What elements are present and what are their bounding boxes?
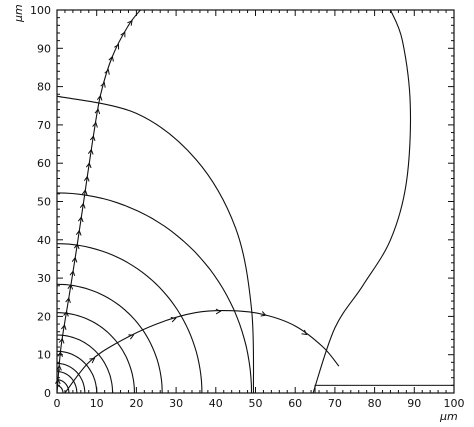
strip-electrode [314,384,455,394]
equipotential-line [56,334,114,394]
y-tick-label: 30 [37,272,51,285]
y-tick-label: 90 [37,42,51,55]
x-tick-label: 30 [169,397,183,410]
field-arrow [128,334,135,340]
field-arrow [61,324,67,331]
x-tick-label: 70 [328,397,342,410]
equipotential-line [57,379,70,393]
y-tick-label: 50 [37,196,51,209]
plot-frame [56,9,455,394]
field-arrow [57,351,63,357]
vertical-field-line [56,9,141,394]
equipotential-line [57,350,98,393]
y-tick-label: 10 [37,349,51,362]
field-arrow [75,229,82,236]
x-tick-label: 0 [54,397,61,410]
looping-field-line [64,309,340,394]
field-arrow [260,311,267,317]
y-tick-label: 0 [44,387,51,400]
field-arrow [85,162,92,169]
field-arrow [96,94,103,101]
field-arrow [83,175,90,182]
y-axis-unit-label: μm [12,4,25,23]
equipotential-line [57,385,64,393]
equipotential-line [56,362,86,393]
y-tick-label: 80 [37,81,51,94]
x-axis-unit-label: μm [439,410,458,423]
tick-labels: 0 10 20 30 40 50 60 70 80 90 100 0 10 20 30 40 50 60 70 80 9… [30,4,465,410]
field-arrow [89,357,96,364]
field-arrow [54,378,61,385]
equipotential-line [56,283,163,394]
x-tick-label: 50 [249,397,263,410]
field-arrow [94,108,101,115]
field-arrow [89,135,96,142]
field-arrow [81,189,88,196]
equipotential-line [57,371,78,393]
field-arrow [301,329,308,336]
field-arrow [79,202,86,209]
x-tick-label: 100 [444,397,465,410]
field-line-arrows [54,19,308,385]
y-tick-label: 60 [37,157,51,170]
y-tick-label: 70 [37,119,51,132]
field-arrow [104,68,110,75]
y-tick-label: 40 [37,234,51,247]
field-arrow [92,121,98,128]
x-tick-label: 20 [129,397,143,410]
field-arrow [71,256,78,263]
equipotential-line [56,243,203,394]
large-equipotential-line [56,95,255,394]
field-arrow [120,31,126,38]
field-arrow [170,316,177,323]
field-arrow [58,337,65,344]
field-arrow [87,148,94,155]
field-arrow [108,55,114,62]
contour-curves [56,9,455,394]
field-arrow [215,308,222,315]
field-arrow [67,283,74,290]
field-arrow [63,310,69,317]
field-arrow [77,216,84,223]
x-tick-label: 40 [209,397,223,410]
field-arrow [114,43,120,50]
x-tick-label: 80 [368,397,382,410]
field-arrow [73,243,80,250]
y-tick-label: 100 [30,4,51,17]
field-arrow [127,19,133,26]
field-arrow [65,297,71,304]
equipotential-line [57,312,135,393]
x-tick-label: 90 [407,397,421,410]
field-arrow [100,81,106,88]
y-tick-label: 20 [37,310,51,323]
x-tick-label: 60 [288,397,302,410]
axis-ticks [56,9,455,394]
field-arrow [69,270,76,277]
outer-contour-line [312,9,412,394]
plot-border [56,9,455,394]
equipotential-line [56,192,253,394]
x-tick-label: 10 [90,397,104,410]
field-arrow [56,364,62,371]
